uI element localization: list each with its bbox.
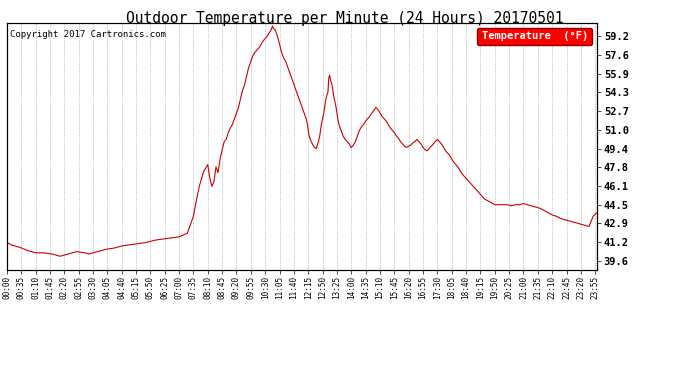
Legend: Temperature  (°F): Temperature (°F) bbox=[477, 28, 591, 45]
Text: Copyright 2017 Cartronics.com: Copyright 2017 Cartronics.com bbox=[10, 30, 166, 39]
Text: Outdoor Temperature per Minute (24 Hours) 20170501: Outdoor Temperature per Minute (24 Hours… bbox=[126, 11, 564, 26]
